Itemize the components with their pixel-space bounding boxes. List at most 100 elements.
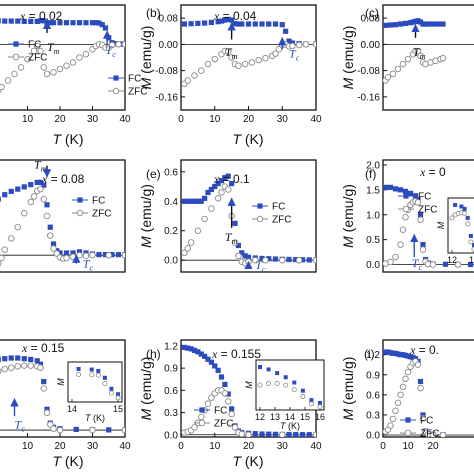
fc-point — [225, 391, 231, 397]
legend: FC ZFC — [8, 40, 47, 64]
fc-point — [435, 21, 441, 27]
fc-point — [286, 256, 292, 263]
inset-frame — [67, 361, 123, 403]
zfc-point — [399, 60, 407, 68]
inset-y-label: M — [436, 221, 446, 229]
fc-point — [195, 349, 201, 355]
y-axis-unit: (emu/g) — [340, 26, 356, 78]
zfc-point — [245, 431, 252, 437]
y-tick-label: 0.6 — [164, 386, 178, 397]
fc-point — [306, 432, 312, 437]
zfc-point — [115, 41, 122, 48]
annotation-sub: m — [420, 52, 426, 61]
zfc-point — [417, 216, 424, 223]
x-tick-label: 30 — [87, 114, 99, 125]
zfc-point — [56, 426, 64, 434]
x-value: = 0 — [425, 165, 446, 179]
zfc-point — [191, 72, 198, 79]
legend-label: FC — [128, 74, 141, 85]
x-axis-label: T (K) — [232, 453, 263, 469]
fc-point — [191, 347, 198, 353]
fc-point — [239, 250, 245, 256]
zfc-point — [224, 398, 232, 405]
x-axis-label: T (K) — [52, 131, 83, 147]
inset-zfc-point — [308, 401, 314, 407]
zfc-point — [11, 70, 18, 78]
annotation-sub: m — [54, 47, 60, 56]
panel-label: (f) — [365, 167, 376, 181]
zfc-point — [69, 59, 77, 66]
x-symbol: x — [409, 343, 416, 357]
fc-point — [407, 190, 414, 196]
annotation-T: T — [34, 157, 42, 171]
zfc-point — [439, 54, 447, 62]
zfc-point — [255, 56, 262, 64]
zfc-point — [7, 235, 15, 242]
zfc-point — [218, 189, 225, 196]
y-axis-unit: (emu/g) — [138, 26, 154, 78]
fc-point — [266, 431, 272, 437]
zfc-point — [279, 256, 286, 264]
inset-fc-point — [300, 388, 305, 393]
x-value: = 0. — [415, 343, 439, 357]
inset-fc-point — [459, 204, 464, 209]
fc-point — [392, 186, 399, 192]
zfc-point — [187, 239, 195, 246]
fc-point — [222, 175, 228, 181]
fc-point — [222, 17, 228, 23]
fc-point — [252, 431, 258, 437]
x-value: = 0.1 — [219, 172, 250, 186]
zfc-point — [27, 362, 35, 369]
zfc-point — [197, 67, 205, 74]
fc-point — [112, 41, 118, 47]
zfc-point — [50, 245, 57, 252]
x-tick-label: 10 — [22, 441, 34, 452]
fc-point — [215, 180, 221, 187]
fc-point — [425, 21, 431, 27]
y-tick-label: 0.08 — [361, 14, 381, 25]
zfc-point — [454, 261, 462, 268]
zfc-point — [82, 252, 90, 260]
zfc-point — [21, 209, 28, 217]
x-tick-label: 40 — [119, 441, 131, 452]
inset-zfc-point — [76, 371, 82, 377]
fc-point — [402, 188, 409, 194]
inset-fc-point — [309, 398, 314, 403]
inset-x-symbol: T — [85, 413, 92, 423]
x-symbol: x — [213, 9, 220, 23]
zfc-point — [262, 256, 269, 264]
legend-zfc-marker — [402, 205, 410, 213]
plot-frame — [0, 159, 126, 273]
fc-point — [28, 356, 34, 362]
annotation-sub: c — [112, 50, 116, 59]
zfc-point — [40, 195, 48, 203]
legend-zfc-marker — [404, 429, 412, 437]
y-axis-symbol: M — [138, 236, 154, 248]
y-axis-symbol: M — [340, 408, 356, 420]
legend-fc-marker — [77, 197, 83, 203]
y-tick-label: -0.08 — [155, 66, 178, 77]
fc-point — [34, 18, 40, 25]
inset: 14 15 M T (K) — [56, 361, 123, 423]
x-tick-label: 20 — [243, 441, 255, 452]
inset-x-label: T (K) — [85, 413, 105, 423]
fc-point — [208, 186, 214, 193]
zfc-point — [201, 215, 208, 223]
annotation-label: Tm — [225, 45, 238, 61]
fc-point — [245, 254, 252, 260]
fc-point — [229, 180, 235, 187]
y-tick-label: 0.0 — [366, 260, 380, 271]
fc-point — [202, 20, 208, 26]
fc-point — [198, 351, 204, 357]
zfc-point — [241, 60, 249, 68]
inset-fc-point — [462, 206, 467, 211]
inset-zfc-point — [95, 372, 101, 378]
inset-x-tick-label: 15 — [113, 404, 123, 414]
y-axis-unit: (emu/g) — [340, 357, 356, 409]
fc-point — [34, 358, 40, 364]
fc-point — [195, 198, 201, 204]
fc-point — [272, 431, 279, 437]
inset-zfc-point — [266, 380, 272, 386]
inset-zfc-point — [300, 394, 306, 400]
